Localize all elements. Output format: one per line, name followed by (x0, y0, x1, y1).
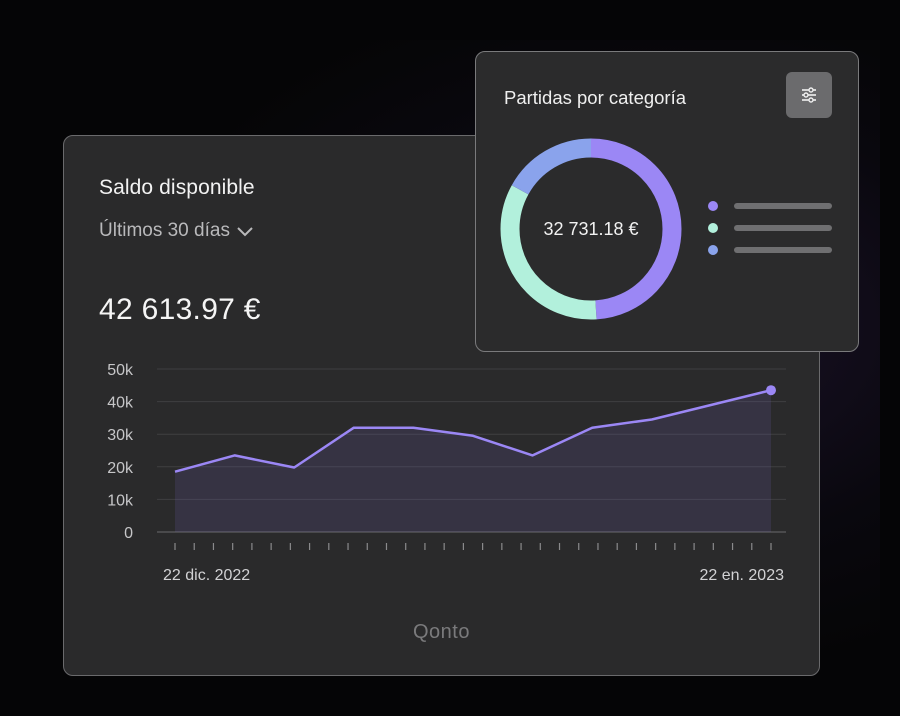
x-label-end: 22 en. 2023 (699, 567, 784, 584)
balance-end-point (766, 385, 776, 396)
y-tick-label: 20k (107, 460, 134, 477)
category-card: Partidas por categoría 32 731.18 € (475, 51, 859, 352)
y-tick-label: 50k (107, 362, 134, 379)
legend-item (708, 239, 832, 261)
x-label-start: 22 dic. 2022 (163, 567, 250, 584)
donut-slice (500, 138, 682, 320)
category-donut: 32 731.18 € (500, 138, 682, 320)
y-tick-label: 0 (124, 525, 133, 542)
sliders-icon (802, 87, 816, 103)
donut-slice (500, 138, 682, 320)
legend-dot-blue (708, 245, 718, 255)
balance-line (174, 388, 772, 473)
legend-item (708, 217, 832, 239)
balance-chart: 50k 40k 30k 20k 10k 0 22 dic. 2022 22 en. 202… (107, 362, 786, 584)
y-tick-label: 40k (107, 395, 134, 412)
donut-total: 32 731.18 € (543, 219, 638, 239)
balance-title: Saldo disponible (99, 176, 255, 199)
balance-area (175, 390, 771, 532)
y-tick-label: 10k (107, 492, 134, 509)
y-tick-label: 30k (107, 427, 134, 444)
period-dropdown[interactable]: Últimos 30 días (99, 220, 254, 242)
legend-placeholder-bar (734, 225, 832, 231)
legend-dot-purple (708, 201, 718, 211)
legend-dot-mint (708, 223, 718, 233)
balance-amount: 42 613.97 € (99, 293, 261, 326)
filter-button[interactable] (786, 72, 832, 118)
category-title: Partidas por categoría (504, 87, 687, 108)
period-label: Últimos 30 días (99, 220, 230, 241)
legend-placeholder-bar (734, 247, 832, 253)
qonto-logo: Qonto (413, 621, 470, 643)
legend-placeholder-bar (734, 203, 832, 209)
legend-item (708, 195, 832, 217)
chevron-down-icon (237, 227, 253, 237)
category-legend (708, 195, 832, 261)
